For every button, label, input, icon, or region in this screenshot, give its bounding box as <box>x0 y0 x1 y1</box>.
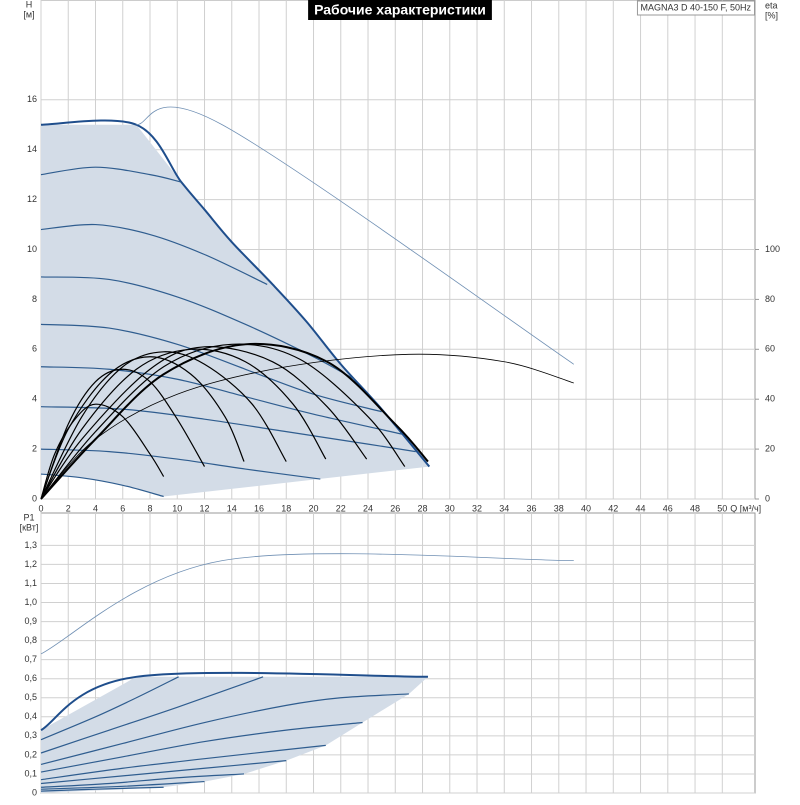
y-tick-label: 10 <box>27 244 37 254</box>
title-box <box>308 0 492 20</box>
y2-tick-label: 100 <box>765 244 780 254</box>
y-tick-label: 0 <box>32 787 37 797</box>
x-tick-label: 42 <box>608 503 618 513</box>
y-tick-label: 1,1 <box>24 578 37 588</box>
curve <box>40 366 403 435</box>
curve <box>40 744 326 781</box>
y2-tick-label: 0 <box>765 493 770 503</box>
curve <box>136 106 575 365</box>
y2-tick-label: 60 <box>765 344 775 354</box>
y-tick-label: 1,0 <box>24 597 37 607</box>
chart-title: Рабочие характеристики <box>314 2 486 18</box>
curve <box>40 342 429 500</box>
y-axis-unit: [кВт] <box>20 522 39 532</box>
curve <box>40 368 206 500</box>
y-tick-label: 0,4 <box>24 711 37 721</box>
x-tick-label: 28 <box>418 503 428 513</box>
y-tick-label: 4 <box>32 394 37 404</box>
operating-area <box>41 124 430 497</box>
x-tick-label: 46 <box>663 503 673 513</box>
x-tick-label: 0 <box>38 503 43 513</box>
x-tick-label: 38 <box>554 503 564 513</box>
curve <box>40 721 363 773</box>
y-tick-label: 1,2 <box>24 559 37 569</box>
y-tick-label: 0,7 <box>24 654 37 664</box>
curve <box>40 276 355 380</box>
model-name: MAGNA3 D 40-150 F, 50Hz <box>640 2 751 12</box>
y-tick-label: 14 <box>27 144 37 154</box>
operating-area <box>41 676 428 793</box>
x-tick-label: 26 <box>390 503 400 513</box>
y-tick-label: 0,8 <box>24 635 37 645</box>
y2-axis-label: eta <box>765 0 778 10</box>
y2-axis-unit: [%] <box>765 10 778 20</box>
x-tick-label: 32 <box>472 503 482 513</box>
x-tick-label: 2 <box>66 503 71 513</box>
curve <box>40 786 164 792</box>
curve <box>40 676 179 741</box>
y-tick-label: 0,2 <box>24 749 37 759</box>
x-tick-label: 30 <box>445 503 455 513</box>
x-tick-label: 12 <box>200 503 210 513</box>
x-tick-label: 16 <box>254 503 264 513</box>
curve <box>40 356 245 500</box>
y-axis-unit: [м] <box>23 9 34 19</box>
x-tick-label: 18 <box>281 503 291 513</box>
x-tick-label: 40 <box>581 503 591 513</box>
y-axis-label: H <box>26 0 33 9</box>
curve <box>40 448 321 480</box>
x-tick-label: 10 <box>172 503 182 513</box>
x-tick-label: 50 <box>717 503 727 513</box>
x-tick-label: 20 <box>309 503 319 513</box>
y-tick-label: 2 <box>32 443 37 453</box>
curve <box>40 166 182 183</box>
curve <box>40 553 574 655</box>
x-tick-label: 44 <box>636 503 646 513</box>
curve <box>40 351 287 500</box>
curve <box>40 671 428 732</box>
curve <box>40 403 165 500</box>
y-axis-label: P1 <box>23 512 34 522</box>
x-tick-label: 22 <box>336 503 346 513</box>
x-tick-label: 4 <box>93 503 98 513</box>
y-tick-label: 6 <box>32 344 37 354</box>
curve <box>40 693 409 766</box>
x-tick-label: 24 <box>363 503 373 513</box>
y-tick-label: 12 <box>27 194 37 204</box>
y-tick-label: 0,1 <box>24 768 37 778</box>
x-axis-label: Q [м³/ч] <box>730 503 761 513</box>
y2-tick-label: 80 <box>765 294 775 304</box>
x-tick-label: 6 <box>120 503 125 513</box>
x-tick-label: 8 <box>147 503 152 513</box>
curve <box>40 223 268 285</box>
y2-tick-label: 40 <box>765 394 775 404</box>
y-tick-label: 16 <box>27 94 37 104</box>
y2-tick-label: 20 <box>765 443 775 453</box>
x-tick-label: 14 <box>227 503 237 513</box>
y-tick-label: 0,6 <box>24 673 37 683</box>
y-tick-label: 0,9 <box>24 616 37 626</box>
y-tick-label: 8 <box>32 294 37 304</box>
curve <box>40 346 368 500</box>
y-tick-label: 0,5 <box>24 692 37 702</box>
y-tick-label: 0 <box>32 493 37 503</box>
x-tick-label: 34 <box>499 503 509 513</box>
curve <box>40 780 205 790</box>
curve <box>40 773 245 788</box>
x-tick-label: 48 <box>690 503 700 513</box>
y-tick-label: 1,3 <box>24 540 37 550</box>
model-box <box>636 0 755 16</box>
curve <box>40 323 382 413</box>
curve <box>40 348 327 500</box>
curve <box>40 760 287 785</box>
y-tick-label: 0,3 <box>24 730 37 740</box>
curve <box>40 343 406 500</box>
curve <box>40 676 264 754</box>
curve <box>40 119 431 468</box>
x-tick-label: 36 <box>527 503 537 513</box>
